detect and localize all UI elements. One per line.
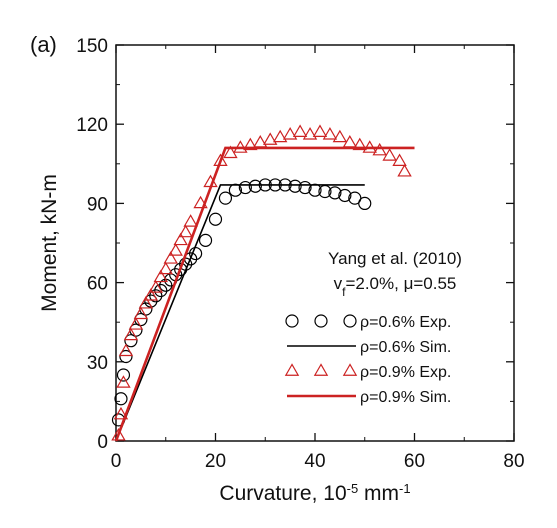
x-axis-title-main: Curvature, 10	[219, 482, 346, 505]
legend-label: ρ=0.6% Exp.	[360, 314, 451, 331]
data-point-circle	[154, 283, 168, 298]
data-point-triangle	[272, 129, 288, 143]
data-point-triangle	[284, 363, 300, 376]
data-point-triangle	[382, 148, 397, 161]
panel-label: (a)	[30, 32, 57, 57]
series-line	[115, 184, 365, 442]
data-point-circle	[144, 294, 158, 308]
data-point-triangle	[178, 224, 193, 238]
data-point-circle	[314, 314, 328, 328]
data-point-circle	[285, 314, 299, 328]
data-point-triangle	[243, 137, 258, 151]
data-layer	[111, 124, 415, 442]
data-point-circle	[119, 349, 133, 364]
data-point-triangle	[148, 280, 164, 293]
data-point-triangle	[302, 127, 318, 140]
data-point-circle	[208, 212, 223, 226]
data-point-triangle	[392, 153, 407, 166]
legend-title-line2-sub: f	[342, 285, 346, 299]
axis-ticks: 0 20 40 60 80 0 30 60 90 120 150	[76, 36, 524, 472]
y-tick-label: 90	[87, 194, 108, 215]
y-tick-label: 120	[76, 115, 108, 136]
data-point-triangle	[372, 142, 387, 156]
data-point-triangle	[133, 306, 149, 320]
x-axis-title-sup: -5	[347, 481, 359, 496]
data-point-triangle	[163, 251, 178, 264]
legend-entry: ρ=0.9% Sim.	[287, 389, 451, 406]
series-line	[115, 184, 365, 442]
data-point-circle	[298, 180, 312, 195]
data-point-triangle	[116, 375, 131, 388]
legend-label: ρ=0.9% Sim.	[360, 389, 451, 406]
series-line	[114, 146, 415, 442]
legend-entry: ρ=0.9% Exp.	[284, 363, 451, 381]
data-point-circle	[218, 191, 233, 205]
data-point-triangle	[332, 129, 348, 143]
x-axis-title: Curvature, 10-5 mm-1	[219, 481, 410, 506]
legend-title-line2-prefix: v	[334, 274, 343, 293]
data-point-circle	[124, 334, 138, 348]
data-point-triangle	[113, 406, 129, 420]
legend: Yang et al. (2010) vf=2.0%, μ=0.55 ρ=0.6…	[284, 249, 462, 406]
data-point-circle	[358, 196, 372, 210]
data-point-triangle	[223, 145, 238, 159]
data-point-circle	[328, 186, 342, 200]
data-point-triangle	[397, 164, 412, 177]
data-point-triangle	[138, 296, 154, 309]
y-axis-title: Moment, kN-m	[38, 174, 61, 312]
data-point-circle	[238, 180, 252, 195]
y-tick-label: 60	[87, 274, 108, 295]
data-point-triangle	[292, 124, 308, 137]
x-tick-label: 0	[111, 451, 122, 472]
data-point-triangle	[111, 428, 126, 441]
y-tick-label: 30	[87, 353, 108, 374]
x-tick-label: 40	[304, 451, 325, 472]
data-point-triangle	[153, 269, 168, 283]
data-point-circle	[114, 392, 128, 406]
data-point-triangle	[158, 261, 173, 275]
data-point-triangle	[253, 134, 268, 148]
data-point-circle	[149, 289, 163, 303]
legend-title-line1: Yang et al. (2010)	[328, 249, 462, 268]
data-point-triangle	[322, 127, 338, 140]
data-point-triangle	[183, 214, 198, 227]
data-point-circle	[116, 368, 131, 382]
x-axis-title-unit-sup: -1	[399, 481, 411, 496]
data-point-triangle	[312, 124, 328, 137]
data-point-triangle	[313, 363, 329, 376]
data-point-triangle	[193, 195, 208, 209]
legend-entry: ρ=0.6% Exp.	[285, 314, 451, 331]
legend-title-line2-rest: =2.0%, μ=0.55	[345, 274, 456, 293]
x-tick-label: 60	[404, 451, 425, 472]
data-point-circle	[343, 314, 357, 328]
x-tick-label: 20	[205, 451, 226, 472]
y-tick-label: 0	[97, 432, 108, 453]
data-point-triangle	[263, 132, 278, 145]
y-tick-label: 150	[76, 36, 108, 57]
data-point-triangle	[123, 327, 139, 341]
legend-entries: ρ=0.6% Exp. ρ=0.6% Sim. ρ=0.9% Exp. ρ=0.9% …	[284, 314, 451, 406]
data-point-circle	[248, 179, 262, 193]
data-point-triangle	[143, 288, 159, 301]
data-point-circle	[198, 233, 213, 247]
legend-label: ρ=0.9% Exp.	[360, 364, 451, 381]
data-point-triangle	[282, 127, 298, 140]
data-point-triangle	[128, 317, 144, 330]
data-point-triangle	[342, 363, 358, 376]
data-point-triangle	[352, 137, 367, 151]
x-axis-title-unit: mm	[358, 482, 399, 505]
data-point-triangle	[173, 232, 188, 246]
legend-title-line2: vf=2.0%, μ=0.55	[334, 274, 457, 299]
x-tick-label: 80	[503, 451, 524, 472]
data-point-triangle	[213, 153, 228, 166]
data-point-triangle	[168, 243, 183, 256]
series-line-thick	[114, 146, 415, 442]
data-point-circle	[338, 188, 352, 203]
legend-entry: ρ=0.6% Sim.	[287, 339, 451, 356]
data-point-triangle	[118, 343, 134, 357]
legend-label: ρ=0.6% Sim.	[360, 339, 451, 356]
series-circle	[111, 178, 372, 427]
data-point-circle	[288, 179, 302, 193]
